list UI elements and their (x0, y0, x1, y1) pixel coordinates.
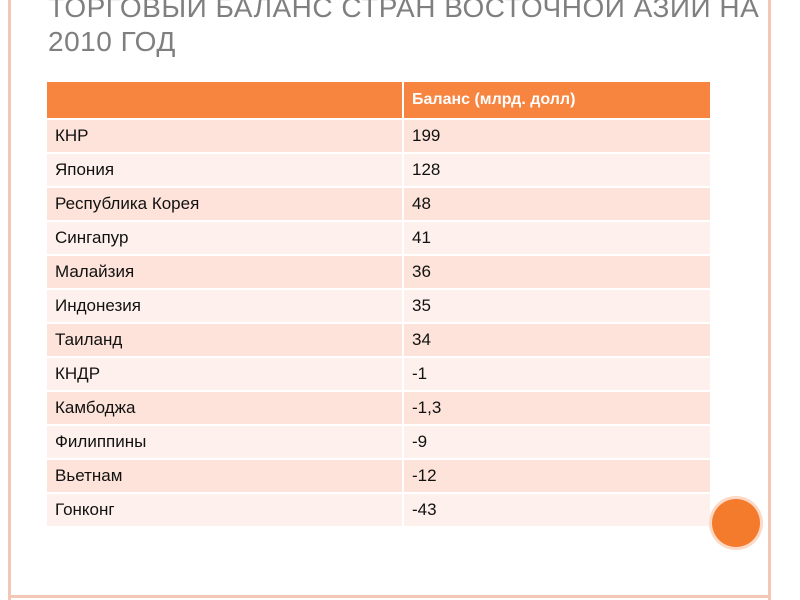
table-row: Япония 128 (47, 152, 710, 187)
header-balance: Баланс (млрд. долл) (403, 82, 710, 119)
cell-balance: -1,3 (403, 390, 710, 425)
cell-country: Камбоджа (47, 390, 404, 425)
table-header: Баланс (млрд. долл) (47, 82, 710, 119)
table-body: КНР 199 Япония 128 Республика Корея 48 С… (47, 118, 710, 526)
cell-country: КНР (47, 118, 404, 153)
table-row: Камбоджа -1,3 (47, 390, 710, 425)
cell-country: КНДР (47, 356, 404, 391)
cell-balance: 128 (403, 152, 710, 187)
cell-country: Таиланд (47, 322, 404, 357)
cell-balance: 199 (403, 118, 710, 153)
cell-country: Гонконг (47, 492, 404, 526)
table-row: Индонезия 35 (47, 288, 710, 323)
cell-country: Сингапур (47, 220, 404, 255)
cell-balance: 35 (403, 288, 710, 323)
frame-right-border (768, 0, 771, 600)
decorative-orange-circle (712, 499, 760, 547)
table-row: Таиланд 34 (47, 322, 710, 357)
table-row: КНДР -1 (47, 356, 710, 391)
cell-balance: -43 (403, 492, 710, 526)
table-row: КНР 199 (47, 118, 710, 153)
cell-balance: 34 (403, 322, 710, 357)
cell-country: Малайзия (47, 254, 404, 289)
cell-balance: -1 (403, 356, 710, 391)
cell-country: Филиппины (47, 424, 404, 459)
slide-title-line-1: Торговый баланс стран Восточной Азии на (48, 0, 760, 23)
cell-country: Индонезия (47, 288, 404, 323)
frame-bottom-border (8, 595, 771, 598)
table-row: Малайзия 36 (47, 254, 710, 289)
table-row: Вьетнам -12 (47, 458, 710, 493)
table-header-row: Баланс (млрд. долл) (47, 82, 710, 119)
trade-balance-table: Баланс (млрд. долл) КНР 199 Япония 128 Р… (47, 82, 710, 526)
cell-country: Япония (47, 152, 404, 187)
cell-country: Республика Корея (47, 186, 404, 221)
slide-title-line-2: 2010 год (48, 26, 176, 57)
cell-balance: -9 (403, 424, 710, 459)
table-row: Сингапур 41 (47, 220, 710, 255)
cell-balance: 41 (403, 220, 710, 255)
cell-balance: -12 (403, 458, 710, 493)
cell-balance: 36 (403, 254, 710, 289)
header-country (47, 82, 404, 119)
cell-country: Вьетнам (47, 458, 404, 493)
trade-balance-table-container: Баланс (млрд. долл) КНР 199 Япония 128 Р… (47, 82, 710, 526)
slide-title: Торговый баланс стран Восточной Азии на … (48, 0, 760, 59)
table-row: Филиппины -9 (47, 424, 710, 459)
table-row: Республика Корея 48 (47, 186, 710, 221)
table-row: Гонконг -43 (47, 492, 710, 526)
cell-balance: 48 (403, 186, 710, 221)
frame-left-border (8, 0, 11, 600)
